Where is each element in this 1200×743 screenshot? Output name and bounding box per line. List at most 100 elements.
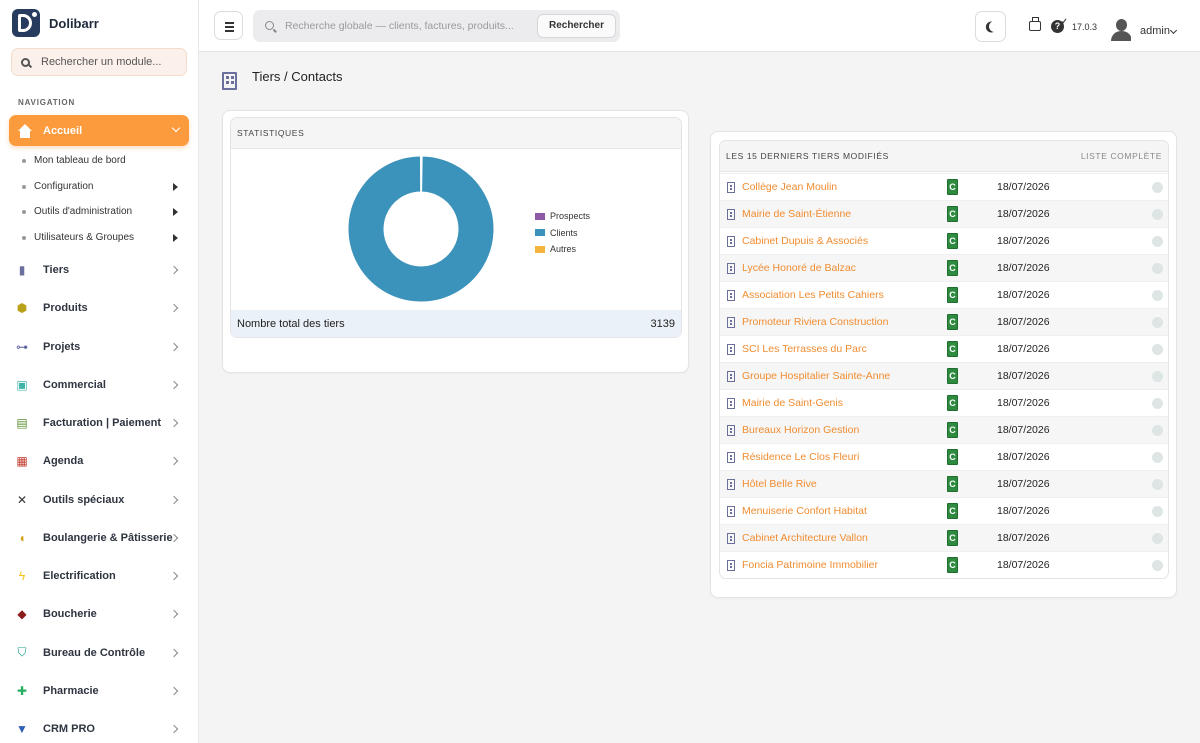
- table-row[interactable]: Groupe Hospitalier Sainte-Anne C 18/07/202…: [720, 362, 1168, 389]
- version-label: 17.0.3: [1072, 22, 1098, 32]
- table-row[interactable]: Mairie de Saint-Étienne C 18/07/2026: [720, 200, 1168, 227]
- modified-date: 18/07/2026: [997, 397, 1050, 409]
- sidebar-item-boucherie[interactable]: ◆ Boucherie: [15, 604, 185, 624]
- modified-date: 18/07/2026: [997, 451, 1050, 463]
- customer-badge: C: [947, 287, 958, 303]
- sidebar-item-produits[interactable]: ⬢ Produits: [15, 298, 185, 318]
- table-row[interactable]: Foncia Patrimoine Immobilier C 18/07/2026: [720, 551, 1168, 578]
- table-row[interactable]: Mairie de Saint-Genis C 18/07/2026: [720, 389, 1168, 416]
- table-row[interactable]: Hôtel Belle Rive C 18/07/2026: [720, 470, 1168, 497]
- sidebar-item-commercial[interactable]: ▣ Commercial: [15, 375, 185, 395]
- table-row[interactable]: Bureaux Horizon Gestion C 18/07/2026: [720, 416, 1168, 443]
- legend-item: Clients: [535, 225, 590, 242]
- invoice-icon: ▤: [16, 416, 28, 430]
- sidebar-item-boulangerie-p-tisserie[interactable]: ◖ Boulangerie & Pâtisserie: [15, 528, 185, 548]
- legend-swatch: [535, 229, 545, 237]
- module-search-input[interactable]: Rechercher un module...: [11, 48, 187, 76]
- caret-right-icon: [173, 207, 178, 216]
- sidebar-item-pharmacie[interactable]: ✚ Pharmacie: [15, 681, 185, 701]
- thirdparty-link[interactable]: Résidence Le Clos Fleuri: [742, 451, 860, 463]
- sidebar-subitem[interactable]: Utilisateurs & Groupes: [22, 232, 182, 243]
- global-search-input[interactable]: Recherche globale — clients, factures, p…: [285, 20, 514, 32]
- modified-date: 18/07/2026: [997, 424, 1050, 436]
- table-row[interactable]: Résidence Le Clos Fleuri C 18/07/2026: [720, 443, 1168, 470]
- sidebar-item-bureau-de-contr-le[interactable]: ⛉ Bureau de Contrôle: [15, 643, 185, 663]
- thirdparty-link[interactable]: Mairie de Saint-Genis: [742, 397, 843, 409]
- sidebar-item-label: CRM PRO: [43, 723, 95, 735]
- search-button[interactable]: Rechercher: [536, 14, 616, 38]
- sidebar-item-label: Electrification: [43, 570, 116, 582]
- funnel-icon: ▼: [16, 722, 28, 736]
- sidebar-item-label: Facturation | Paiement: [43, 417, 161, 429]
- table-row[interactable]: Cabinet Architecture Vallon C 18/07/2026: [720, 524, 1168, 551]
- modified-date: 18/07/2026: [997, 343, 1050, 355]
- thirdparty-link[interactable]: Collège Jean Moulin: [742, 181, 838, 193]
- sidebar-subitem[interactable]: Mon tableau de bord: [22, 155, 182, 166]
- thirdparty-link[interactable]: Cabinet Architecture Vallon: [742, 532, 868, 544]
- brand[interactable]: Dolibarr: [12, 9, 99, 37]
- modified-date: 18/07/2026: [997, 505, 1050, 517]
- sidebar-subitem-label: Configuration: [34, 181, 94, 192]
- modified-date: 18/07/2026: [997, 559, 1050, 571]
- bullet-icon: [22, 209, 26, 214]
- total-label: Nombre total des tiers: [237, 318, 345, 330]
- menu-toggle-button[interactable]: [214, 11, 243, 40]
- avatar[interactable]: [1111, 19, 1131, 41]
- thirdparty-link[interactable]: SCI Les Terrasses du Parc: [742, 343, 867, 355]
- sidebar-item-tiers[interactable]: ▮ Tiers: [15, 260, 185, 280]
- customer-badge: C: [947, 503, 958, 519]
- thirdparty-link[interactable]: Lycée Honoré de Balzac: [742, 262, 857, 274]
- status-dot-icon: [1152, 290, 1163, 301]
- table-row[interactable]: SCI Les Terrasses du Parc C 18/07/2026: [720, 335, 1168, 362]
- slice-clients[interactable]: [347, 155, 495, 303]
- chart-legend: Prospects Clients Autres: [535, 208, 590, 258]
- table-row[interactable]: Cabinet Dupuis & Associés C 18/07/2026: [720, 227, 1168, 254]
- customer-badge: C: [947, 206, 958, 222]
- printer-icon[interactable]: [1029, 17, 1041, 31]
- sitemap-icon: ⊶: [16, 339, 28, 354]
- sidebar-item-projets[interactable]: ⊶ Projets: [15, 337, 185, 357]
- sidebar-item-facturation-paiement[interactable]: ▤ Facturation | Paiement: [15, 413, 185, 433]
- sidebar-item-label: Bureau de Contrôle: [43, 646, 146, 659]
- brand-name: Dolibarr: [49, 15, 99, 31]
- sidebar-subitem[interactable]: Outils d'administration: [22, 206, 182, 217]
- thirdparty-link[interactable]: Foncia Patrimoine Immobilier: [742, 559, 878, 571]
- user-name[interactable]: admin: [1140, 25, 1170, 37]
- dark-mode-toggle-button[interactable]: [975, 11, 1006, 42]
- sidebar-item-accueil[interactable]: Accueil: [9, 115, 189, 146]
- sidebar-item-agenda[interactable]: ▦ Agenda: [15, 451, 185, 471]
- thirdparty-link[interactable]: Hôtel Belle Rive: [742, 478, 817, 490]
- sidebar-item-outils-sp-ciaux[interactable]: ✕ Outils spéciaux: [15, 490, 185, 510]
- status-dot-icon: [1152, 452, 1163, 463]
- modified-date: 18/07/2026: [997, 235, 1050, 247]
- thirdparty-link[interactable]: Groupe Hospitalier Sainte-Anne: [742, 370, 891, 382]
- moon-icon: [988, 20, 1001, 33]
- thirdparty-link[interactable]: Menuiserie Confort Habitat: [742, 505, 867, 517]
- caret-right-icon: [173, 182, 178, 191]
- building-icon: [727, 479, 735, 490]
- thirdparty-link[interactable]: Mairie de Saint-Étienne: [742, 208, 852, 220]
- table-row[interactable]: Promoteur Riviera Construction C 18/07/202…: [720, 308, 1168, 335]
- table-row[interactable]: Association Les Petits Cahiers C 18/07/202…: [720, 281, 1168, 308]
- caret-right-icon: [173, 233, 178, 242]
- building-icon: [727, 317, 735, 328]
- chevron-down-icon[interactable]: [1169, 26, 1178, 35]
- thirdparty-link[interactable]: Bureaux Horizon Gestion: [742, 424, 860, 436]
- status-dot-icon: [1152, 371, 1163, 382]
- table-row[interactable]: Collège Jean Moulin C 18/07/2026: [720, 173, 1168, 200]
- building-icon: [727, 290, 735, 301]
- full-list-link[interactable]: LISTE COMPLÈTE: [1080, 151, 1162, 161]
- nav-section-title: NAVIGATION: [18, 98, 76, 107]
- thirdparty-link[interactable]: Association Les Petits Cahiers: [742, 289, 884, 301]
- thirdparty-link[interactable]: Promoteur Riviera Construction: [742, 316, 889, 328]
- table-row[interactable]: Menuiserie Confort Habitat C 18/07/2026: [720, 497, 1168, 524]
- table-row[interactable]: Lycée Honoré de Balzac C 18/07/2026: [720, 254, 1168, 281]
- sidebar-item-label: Projets: [43, 340, 81, 353]
- building-icon: [222, 72, 237, 90]
- sidebar-item-crm-pro[interactable]: ▼ CRM PRO: [15, 719, 185, 739]
- help-icon[interactable]: ?: [1051, 20, 1064, 33]
- sidebar-subitem[interactable]: Configuration: [22, 181, 182, 192]
- thirdparty-link[interactable]: Cabinet Dupuis & Associés: [742, 235, 869, 247]
- chevron-right-icon: [169, 724, 179, 734]
- sidebar-item-electrification[interactable]: ϟ Electrification: [15, 566, 185, 586]
